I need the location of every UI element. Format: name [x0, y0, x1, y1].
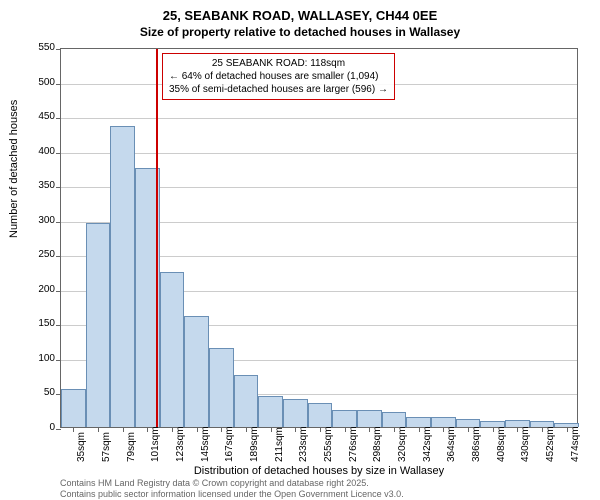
- y-tick: [56, 291, 61, 292]
- x-tick: [468, 427, 469, 432]
- x-tick: [221, 427, 222, 432]
- x-tick: [147, 427, 148, 432]
- y-tick-label: 0: [15, 422, 55, 433]
- histogram-bar: [258, 396, 283, 427]
- x-tick: [246, 427, 247, 432]
- x-tick-label: 276sqm: [348, 426, 359, 462]
- x-tick-label: 320sqm: [397, 426, 408, 462]
- chart-subtitle: Size of property relative to detached ho…: [0, 23, 600, 39]
- x-tick: [542, 427, 543, 432]
- histogram-bar: [160, 272, 185, 427]
- x-tick-label: 57sqm: [101, 432, 112, 462]
- x-tick-label: 342sqm: [422, 426, 433, 462]
- x-tick-label: 474sqm: [570, 426, 581, 462]
- y-tick: [56, 222, 61, 223]
- histogram-bar: [110, 126, 135, 427]
- x-tick-label: 298sqm: [372, 426, 383, 462]
- x-tick: [493, 427, 494, 432]
- histogram-bar: [184, 316, 209, 427]
- footer-line1: Contains HM Land Registry data © Crown c…: [60, 478, 404, 489]
- histogram-bar: [382, 412, 407, 427]
- x-tick: [197, 427, 198, 432]
- x-tick: [73, 427, 74, 432]
- chart-title: 25, SEABANK ROAD, WALLASEY, CH44 0EE: [0, 0, 600, 23]
- y-tick: [56, 118, 61, 119]
- y-tick: [56, 49, 61, 50]
- plot-area: 25 SEABANK ROAD: 118sqm← 64% of detached…: [60, 48, 578, 428]
- y-tick: [56, 256, 61, 257]
- y-tick-label: 250: [15, 249, 55, 260]
- x-tick-label: 255sqm: [323, 426, 334, 462]
- x-tick: [419, 427, 420, 432]
- histogram-bar: [61, 389, 86, 427]
- x-tick: [369, 427, 370, 432]
- annotation-box: 25 SEABANK ROAD: 118sqm← 64% of detached…: [162, 53, 395, 100]
- annotation-line1: 25 SEABANK ROAD: 118sqm: [169, 57, 388, 70]
- y-tick-label: 350: [15, 180, 55, 191]
- x-tick: [98, 427, 99, 432]
- y-tick-label: 550: [15, 42, 55, 53]
- histogram-bar: [332, 410, 357, 427]
- x-tick: [320, 427, 321, 432]
- y-tick-label: 200: [15, 284, 55, 295]
- marker-line: [156, 49, 158, 427]
- y-tick: [56, 84, 61, 85]
- histogram-bar: [283, 399, 308, 427]
- chart-footer: Contains HM Land Registry data © Crown c…: [60, 478, 404, 500]
- x-tick-label: 145sqm: [200, 426, 211, 462]
- histogram-bar: [86, 223, 111, 427]
- x-tick-label: 430sqm: [520, 426, 531, 462]
- annotation-line3: 35% of semi-detached houses are larger (…: [169, 83, 388, 96]
- x-tick: [567, 427, 568, 432]
- x-tick: [295, 427, 296, 432]
- y-gridline: [61, 153, 577, 154]
- x-tick-label: 167sqm: [224, 426, 235, 462]
- y-tick-label: 50: [15, 387, 55, 398]
- histogram-bar: [234, 375, 259, 427]
- y-tick-label: 150: [15, 318, 55, 329]
- histogram-bar: [357, 410, 382, 427]
- y-gridline: [61, 118, 577, 119]
- annotation-line2: ← 64% of detached houses are smaller (1,…: [169, 70, 388, 83]
- footer-line2: Contains public sector information licen…: [60, 489, 404, 500]
- x-tick-label: 408sqm: [496, 426, 507, 462]
- y-tick: [56, 325, 61, 326]
- y-tick: [56, 360, 61, 361]
- x-tick: [443, 427, 444, 432]
- x-tick: [271, 427, 272, 432]
- x-tick-label: 35sqm: [76, 432, 87, 462]
- histogram-bar: [308, 403, 333, 427]
- x-axis-label: Distribution of detached houses by size …: [60, 465, 578, 477]
- x-tick-label: 211sqm: [274, 427, 285, 462]
- x-tick: [172, 427, 173, 432]
- y-tick-label: 450: [15, 111, 55, 122]
- x-tick: [345, 427, 346, 432]
- y-tick: [56, 187, 61, 188]
- x-tick-label: 123sqm: [175, 426, 186, 462]
- histogram-chart: 25, SEABANK ROAD, WALLASEY, CH44 0EE Siz…: [0, 0, 600, 500]
- x-tick-label: 233sqm: [298, 426, 309, 462]
- x-tick-label: 79sqm: [126, 432, 137, 462]
- x-tick-label: 189sqm: [249, 426, 260, 462]
- x-tick-label: 101sqm: [150, 426, 161, 462]
- x-tick-label: 364sqm: [446, 426, 457, 462]
- y-tick-label: 300: [15, 215, 55, 226]
- x-tick-label: 386sqm: [471, 426, 482, 462]
- y-tick: [56, 153, 61, 154]
- y-tick-label: 500: [15, 77, 55, 88]
- x-tick: [123, 427, 124, 432]
- histogram-bar: [209, 348, 234, 427]
- y-tick-label: 100: [15, 353, 55, 364]
- x-tick-label: 452sqm: [545, 426, 556, 462]
- x-tick: [394, 427, 395, 432]
- y-tick: [56, 429, 61, 430]
- x-tick: [517, 427, 518, 432]
- y-tick-label: 400: [15, 146, 55, 157]
